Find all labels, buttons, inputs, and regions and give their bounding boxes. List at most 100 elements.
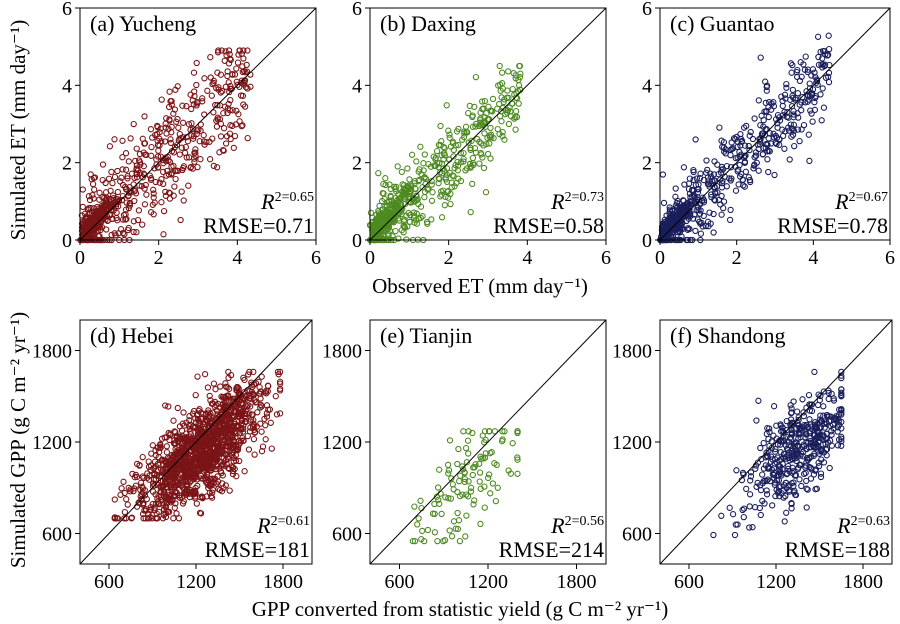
scatter-point	[740, 513, 747, 521]
scatter-point	[154, 164, 162, 171]
scatter-point	[188, 105, 195, 113]
scatter-point	[114, 188, 122, 196]
scatter-point	[709, 177, 716, 185]
scatter-point	[445, 470, 452, 477]
scatter-point	[142, 507, 150, 514]
scatter-point	[139, 453, 146, 461]
scatter-point	[151, 165, 158, 172]
scatter-point	[492, 497, 500, 505]
scatter-point	[823, 419, 830, 426]
scatter-point	[257, 395, 264, 402]
scatter-point	[402, 187, 409, 194]
scatter-point	[238, 123, 245, 130]
scatter-point	[210, 77, 217, 84]
scatter-point	[249, 423, 257, 430]
scatter-point	[471, 103, 478, 111]
scatter-point	[824, 52, 831, 59]
scatter-point	[191, 488, 198, 495]
scatter-point	[230, 437, 237, 444]
scatter-point	[757, 135, 764, 143]
scatter-point	[829, 421, 837, 428]
scatter-point	[100, 202, 108, 209]
scatter-point	[220, 432, 227, 440]
scatter-point	[222, 383, 230, 390]
scatter-point	[481, 454, 489, 461]
scatter-point	[126, 200, 133, 207]
scatter-point	[757, 486, 765, 494]
scatter-point	[414, 521, 421, 528]
scatter-point	[788, 505, 795, 512]
scatter-point	[222, 140, 230, 147]
scatter-point	[469, 154, 477, 162]
scatter-point	[197, 156, 204, 163]
scatter-point	[719, 165, 727, 173]
scatter-point	[225, 79, 232, 86]
scatter-point	[163, 500, 170, 507]
scatter-point	[798, 450, 805, 457]
scatter-point	[776, 469, 783, 476]
scatter-point	[481, 114, 488, 121]
scatter-point	[705, 177, 712, 184]
scatter-point	[772, 448, 779, 455]
scatter-point	[147, 175, 155, 182]
scatter-point	[765, 147, 772, 154]
scatter-point	[109, 179, 116, 187]
scatter-point	[206, 489, 213, 497]
scatter-point	[697, 230, 705, 237]
scatter-point	[737, 135, 745, 143]
scatter-point	[710, 210, 717, 218]
y-tick-label: 1200	[322, 432, 362, 454]
scatter-point	[814, 33, 822, 40]
scatter-point	[138, 496, 145, 503]
scatter-point	[121, 515, 128, 522]
scatter-point	[795, 414, 802, 421]
scatter-point	[818, 117, 825, 124]
scatter-point	[734, 143, 741, 151]
scatter-point	[788, 426, 795, 434]
scatter-point	[437, 142, 444, 149]
y-tick-label: 6	[62, 0, 72, 20]
scatter-point	[794, 450, 801, 457]
scatter-point	[798, 107, 805, 114]
scatter-point	[792, 430, 799, 437]
scatter-point	[406, 176, 413, 183]
scatter-point	[783, 417, 790, 425]
scatter-point	[393, 188, 400, 195]
scatter-point	[788, 480, 795, 487]
r-squared-label: R2=0.65	[260, 189, 314, 214]
scatter-point	[732, 521, 739, 528]
scatter-point	[754, 459, 762, 466]
scatter-point	[803, 462, 810, 469]
r-squared-value: 2=0.67	[849, 190, 888, 205]
scatter-point	[211, 459, 219, 466]
scatter-point	[133, 229, 140, 236]
scatter-point	[515, 82, 523, 89]
scatter-point	[210, 380, 218, 387]
scatter-point	[463, 512, 470, 519]
scatter-point	[450, 153, 457, 160]
scatter-point	[469, 429, 476, 437]
scatter-point	[232, 457, 240, 464]
r-squared-label: R2=0.67	[834, 189, 888, 214]
scatter-point	[186, 425, 193, 432]
scatter-point	[798, 126, 805, 133]
scatter-point	[192, 146, 199, 153]
scatter-point	[765, 435, 772, 443]
scatter-point	[729, 511, 737, 518]
scatter-point	[190, 69, 198, 76]
scatter-point	[215, 47, 222, 54]
x-tick-label: 600	[94, 571, 124, 593]
scatter-point	[424, 526, 432, 534]
scatter-point	[443, 102, 450, 109]
scatter-point	[450, 146, 457, 154]
scatter-point	[158, 138, 165, 145]
scatter-point	[680, 203, 688, 211]
scatter-point	[781, 145, 788, 152]
scatter-point	[102, 179, 109, 187]
scatter-point	[227, 371, 235, 379]
scatter-point	[798, 73, 805, 80]
scatter-point	[239, 63, 246, 70]
scatter-point	[132, 157, 139, 165]
scatter-point	[786, 434, 794, 441]
scatter-point	[182, 143, 189, 151]
